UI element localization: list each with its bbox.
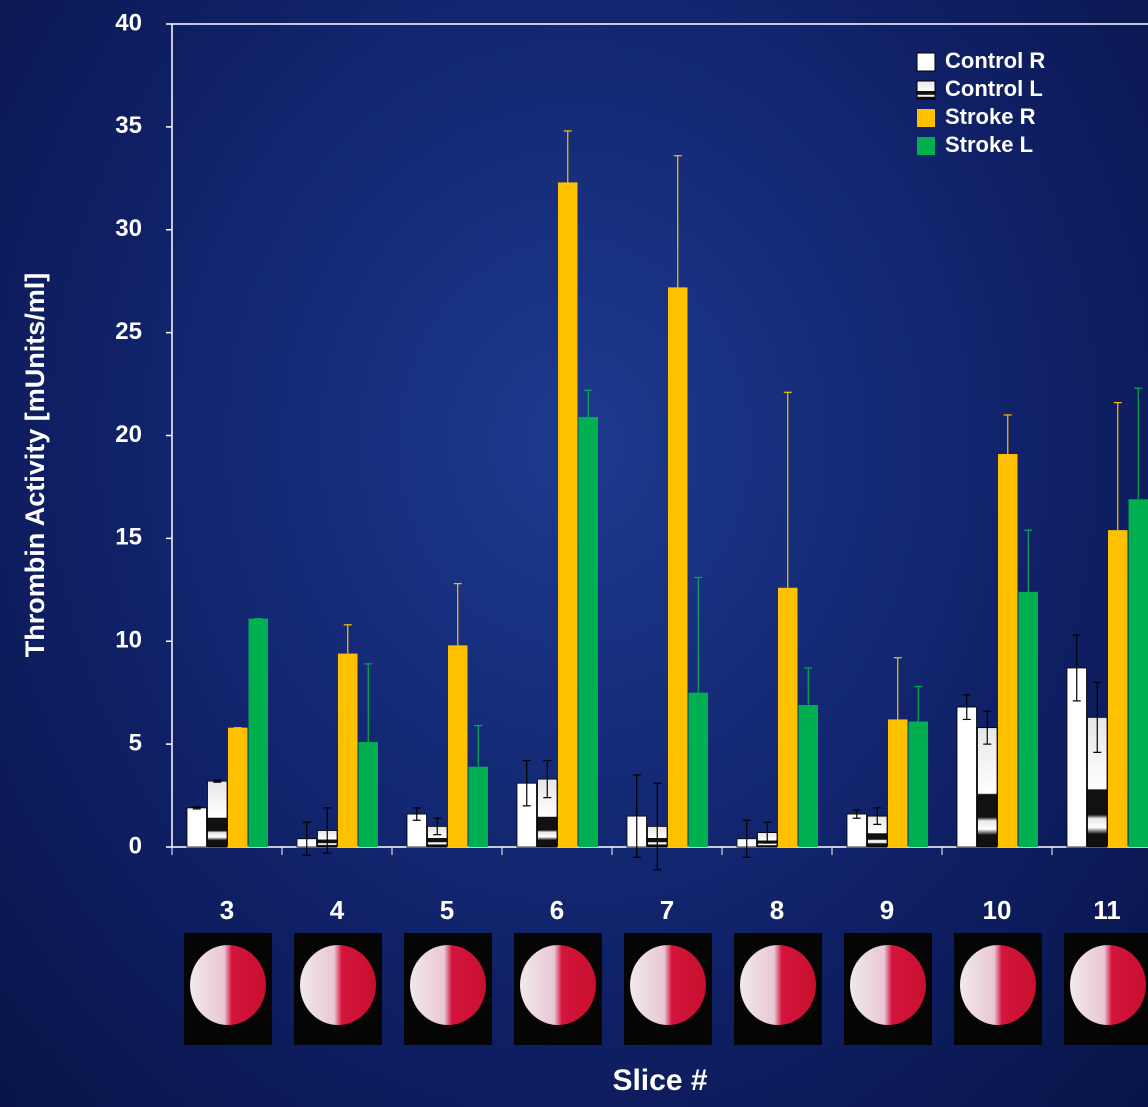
y-tick-label: 35	[115, 112, 142, 139]
x-axis-label: Slice #	[612, 1064, 707, 1097]
x-tick-label: 10	[983, 895, 1012, 925]
brain-slice	[300, 945, 376, 1025]
bar	[909, 721, 929, 847]
bar	[1108, 530, 1128, 847]
bar	[1019, 592, 1039, 847]
bar	[998, 454, 1018, 847]
brain-slice	[190, 945, 266, 1025]
page: {"chart_data": {"type": "bar", "y_label"…	[0, 0, 1148, 1107]
legend-label: Stroke R	[945, 104, 1036, 129]
bar	[799, 705, 819, 847]
y-tick-label: 20	[115, 421, 142, 448]
x-tick-label: 4	[330, 895, 345, 925]
brain-slice	[1070, 945, 1146, 1025]
bar	[689, 693, 709, 847]
y-tick-label: 0	[129, 832, 142, 859]
legend-swatch	[917, 81, 935, 99]
brain-slice	[410, 945, 486, 1025]
y-tick-label: 25	[115, 318, 142, 345]
bar	[208, 781, 228, 847]
bar	[957, 707, 977, 847]
bar	[888, 719, 908, 847]
brain-slice	[850, 945, 926, 1025]
brain-slice	[740, 945, 816, 1025]
legend-label: Control L	[945, 76, 1043, 101]
bar	[469, 767, 489, 847]
bar	[359, 742, 379, 847]
x-tick-label: 11	[1093, 895, 1121, 925]
x-tick-label: 8	[770, 895, 784, 925]
brain-slice	[630, 945, 706, 1025]
bar	[978, 728, 998, 847]
x-tick-label: 9	[880, 895, 894, 925]
bar	[338, 654, 358, 847]
brain-slice	[520, 945, 596, 1025]
bar	[668, 287, 688, 847]
x-tick-label: 3	[220, 895, 234, 925]
y-tick-label: 5	[129, 729, 142, 756]
y-tick-label: 40	[115, 9, 142, 36]
x-tick-label: 5	[440, 895, 454, 925]
bar	[1129, 499, 1148, 847]
y-axis-label: Thrombin Activity [mUnits/ml]	[20, 273, 50, 658]
legend-swatch	[917, 109, 935, 127]
legend-label: Stroke L	[945, 132, 1033, 157]
bar	[847, 814, 867, 847]
brain-slice	[960, 945, 1036, 1025]
bar	[558, 182, 578, 847]
x-tick-label: 7	[660, 895, 674, 925]
bar	[228, 728, 248, 847]
y-tick-label: 10	[115, 627, 142, 654]
y-tick-label: 15	[115, 524, 142, 551]
legend-label: Control R	[945, 48, 1045, 73]
y-tick-label: 30	[115, 215, 142, 242]
legend-swatch	[917, 53, 935, 71]
x-tick-label: 6	[550, 895, 564, 925]
brain-slices	[184, 933, 1148, 1045]
bar	[448, 645, 468, 847]
chart: Thrombin Activity [mUnits/ml] Slice # 0 5…	[0, 0, 1148, 1107]
bar	[579, 417, 599, 847]
bar	[778, 588, 798, 847]
legend-swatch	[917, 137, 935, 155]
bar	[249, 619, 269, 847]
bar	[187, 808, 207, 847]
